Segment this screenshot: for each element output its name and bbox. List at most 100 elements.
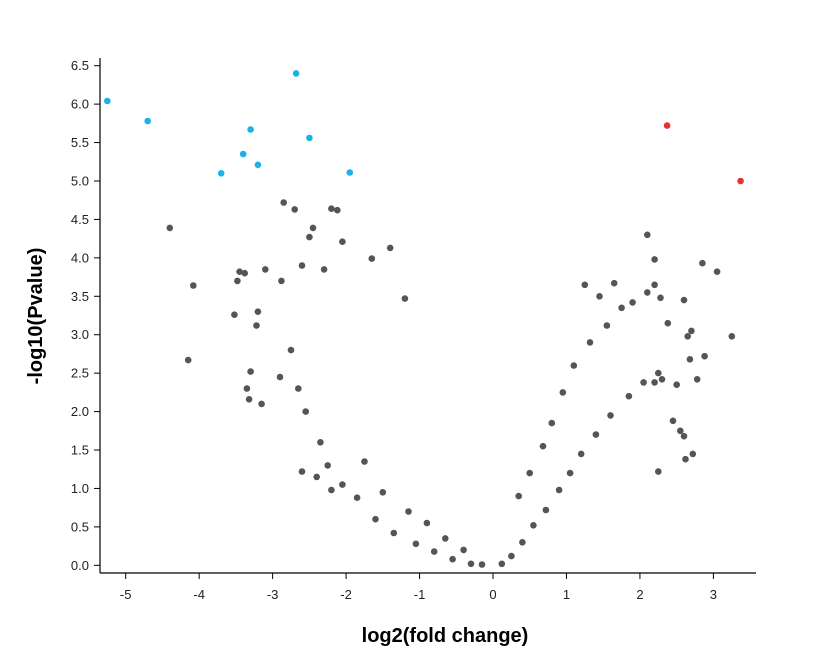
- y-tick-label: 3.5: [71, 289, 89, 304]
- data-point: [508, 552, 515, 560]
- data-point: [231, 311, 238, 319]
- data-point: [596, 293, 603, 300]
- data-point: [664, 319, 672, 327]
- data-point: [278, 277, 285, 285]
- data-point: [368, 255, 376, 262]
- data-point: [519, 539, 526, 546]
- data-point: [339, 481, 346, 488]
- data-point: [430, 548, 438, 555]
- data-point: [539, 442, 547, 450]
- data-point: [680, 432, 688, 440]
- data-point: [684, 333, 691, 340]
- data-point: [412, 540, 420, 548]
- data-point: [291, 206, 299, 213]
- data-point: [390, 529, 398, 537]
- data-point: [241, 269, 248, 277]
- data-point: [292, 70, 300, 77]
- y-tick-label: 0.0: [71, 558, 89, 573]
- data-point: [651, 281, 658, 289]
- data-point: [295, 385, 302, 392]
- y-tick-label: 0.5: [71, 519, 89, 534]
- data-point: [254, 308, 262, 316]
- y-axis-title: -log10(Pvalue): [25, 248, 47, 385]
- data-point: [309, 224, 317, 232]
- x-tick-label: -5: [120, 587, 132, 602]
- data-point: [640, 379, 647, 386]
- data-point: [701, 352, 708, 360]
- data-point: [245, 396, 253, 403]
- y-tick-label: 4.5: [71, 212, 89, 227]
- y-tick-label: 2.5: [71, 366, 89, 381]
- data-point: [566, 469, 574, 477]
- data-point: [686, 356, 694, 363]
- data-point: [328, 205, 335, 212]
- y-tick-label: 2.0: [71, 404, 89, 419]
- data-point: [673, 381, 680, 389]
- data-point: [243, 385, 251, 392]
- data-point: [166, 224, 174, 232]
- data-point: [190, 282, 197, 289]
- data-point: [498, 560, 506, 568]
- data-point: [306, 134, 313, 142]
- data-point: [372, 515, 379, 523]
- data-point: [657, 294, 664, 302]
- x-axis: -5 -4 -3 -2 -1 0 1 2 3: [100, 572, 756, 602]
- data-point: [449, 555, 456, 563]
- y-axis: 0.0 0.5 1.0 1.5 2.0 2.5 3.0 3.5 4.0 4.5 5.0 5.5 6.0 6…: [71, 58, 101, 573]
- data-point: [460, 546, 467, 554]
- data-point: [603, 322, 611, 329]
- data-point: [737, 177, 744, 185]
- data-point: [699, 259, 706, 267]
- data-point: [693, 376, 701, 383]
- data-point: [688, 327, 695, 335]
- data-point: [618, 304, 625, 312]
- data-point: [530, 522, 537, 529]
- data-point: [320, 266, 328, 273]
- data-point: [625, 392, 633, 400]
- data-point: [386, 244, 394, 252]
- data-point: [353, 494, 361, 502]
- data-point: [379, 489, 387, 496]
- data-point: [607, 412, 614, 419]
- data-point: [682, 455, 689, 463]
- data-point: [184, 356, 192, 364]
- data-point: [559, 389, 567, 396]
- data-point: [262, 266, 269, 273]
- x-tick-label: -2: [340, 587, 352, 602]
- data-point: [555, 486, 563, 494]
- data-point: [644, 289, 651, 296]
- data-point: [324, 462, 332, 469]
- y-tick-label: 5.0: [71, 173, 89, 188]
- y-tick-label: 1.5: [71, 443, 89, 458]
- data-point: [658, 376, 666, 383]
- data-point: [542, 506, 550, 514]
- x-tick-label: -4: [193, 587, 205, 602]
- data-point: [346, 169, 354, 176]
- data-point: [287, 346, 295, 354]
- data-point: [655, 369, 662, 377]
- y-tick-label: 1.0: [71, 481, 89, 496]
- data-point: [253, 322, 260, 329]
- data-point: [328, 486, 335, 494]
- data-point: [258, 400, 265, 408]
- data-point: [467, 560, 475, 568]
- data-point: [629, 299, 636, 306]
- data-point: [728, 333, 736, 340]
- data-point: [298, 468, 306, 475]
- data-point: [655, 468, 662, 475]
- data-point: [663, 122, 671, 129]
- data-point: [680, 296, 688, 304]
- data-point: [144, 117, 151, 125]
- data-point: [236, 268, 243, 276]
- data-point: [339, 238, 346, 245]
- y-tick-label: 6.0: [71, 97, 89, 112]
- data-point: [239, 150, 247, 158]
- data-point: [254, 161, 262, 169]
- data-point: [586, 339, 594, 346]
- x-tick-label: 3: [710, 587, 717, 602]
- data-point: [651, 256, 658, 263]
- data-point: [610, 279, 618, 287]
- data-point: [592, 431, 600, 438]
- y-tick-label: 4.0: [71, 250, 89, 265]
